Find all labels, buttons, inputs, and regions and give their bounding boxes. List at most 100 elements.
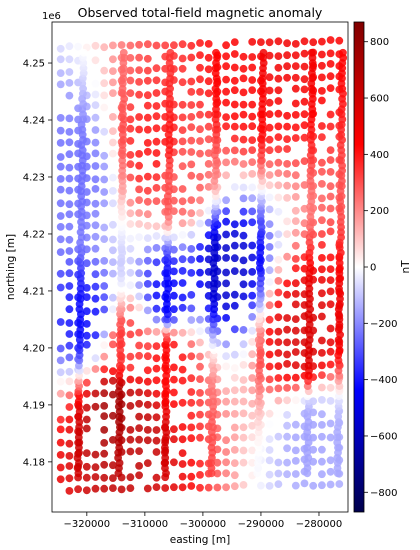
survey-point <box>291 264 300 273</box>
survey-point <box>222 387 231 395</box>
survey-point <box>230 50 239 58</box>
survey-point <box>65 247 74 255</box>
survey-point <box>248 76 257 84</box>
survey-point <box>91 101 100 109</box>
survey-point <box>283 411 291 419</box>
survey-point <box>109 258 117 266</box>
survey-point <box>100 103 109 112</box>
y-tick-label: 4.21 <box>23 286 45 297</box>
survey-point <box>291 279 300 288</box>
survey-point <box>170 458 178 467</box>
survey-point <box>265 315 274 324</box>
survey-point <box>170 425 178 434</box>
survey-point <box>56 55 65 64</box>
survey-point <box>178 100 187 109</box>
survey-point <box>56 175 65 183</box>
survey-point <box>65 415 74 424</box>
survey-point <box>100 365 109 374</box>
survey-point <box>222 254 231 262</box>
survey-point <box>65 269 74 278</box>
survey-point <box>300 219 309 228</box>
survey-point <box>143 125 152 134</box>
survey-point <box>265 38 274 47</box>
survey-point <box>326 419 335 428</box>
survey-point <box>283 384 291 392</box>
survey-point <box>326 253 335 262</box>
survey-point <box>265 160 274 169</box>
survey-point <box>230 157 239 166</box>
survey-point <box>82 307 91 316</box>
survey-point <box>291 84 300 93</box>
survey-point <box>178 162 187 171</box>
survey-point <box>248 122 257 131</box>
survey-point <box>100 341 109 350</box>
survey-point <box>230 410 239 418</box>
survey-point <box>283 135 291 144</box>
survey-point <box>170 279 178 288</box>
survey-point <box>274 158 283 167</box>
survey-point <box>265 266 274 275</box>
survey-point <box>212 48 220 57</box>
survey-point <box>318 432 326 441</box>
survey-point <box>259 48 268 57</box>
survey-point <box>187 374 196 383</box>
survey-point <box>109 149 117 158</box>
survey-point <box>82 449 91 457</box>
survey-point <box>222 279 231 288</box>
survey-point <box>248 446 257 455</box>
survey-point <box>230 183 239 191</box>
survey-point <box>65 305 74 314</box>
survey-point <box>248 112 257 121</box>
survey-point <box>326 373 335 381</box>
survey-point <box>239 64 248 73</box>
survey-point <box>326 204 335 213</box>
survey-point <box>65 127 74 136</box>
survey-point <box>213 458 222 467</box>
survey-point <box>143 315 152 324</box>
survey-point <box>326 360 335 369</box>
survey-point <box>91 354 100 363</box>
survey-point <box>65 235 74 244</box>
survey-point <box>109 78 117 87</box>
survey-point <box>222 98 231 107</box>
survey-point <box>56 425 65 434</box>
survey-point <box>265 73 274 82</box>
survey-point <box>178 113 187 122</box>
survey-point <box>82 331 91 340</box>
survey-point <box>230 364 239 372</box>
survey-point <box>326 182 335 191</box>
survey-point <box>196 219 204 228</box>
survey-point <box>222 184 231 193</box>
survey-point <box>91 138 100 147</box>
survey-point <box>187 77 196 86</box>
survey-point <box>283 314 291 322</box>
survey-point <box>222 158 231 167</box>
survey-point <box>91 149 100 158</box>
survey-point <box>213 483 222 492</box>
survey-point <box>187 269 196 277</box>
survey-point <box>100 389 109 398</box>
survey-point <box>318 265 326 274</box>
survey-point <box>126 137 135 145</box>
survey-point <box>56 415 65 424</box>
survey-point <box>187 291 196 299</box>
survey-point <box>196 183 204 192</box>
survey-point <box>291 159 300 168</box>
survey-point <box>187 148 196 156</box>
survey-point <box>196 327 204 336</box>
survey-point <box>126 303 135 312</box>
survey-point <box>318 133 326 142</box>
survey-point <box>222 52 231 61</box>
survey-point <box>126 375 135 384</box>
survey-point <box>126 484 135 492</box>
survey-point <box>187 113 196 121</box>
survey-point <box>65 377 74 386</box>
survey-point <box>126 89 135 97</box>
survey-point <box>196 137 204 145</box>
survey-point <box>265 135 274 144</box>
survey-point <box>196 255 204 263</box>
survey-point <box>135 257 144 266</box>
survey-point <box>222 352 231 360</box>
survey-point <box>82 320 91 328</box>
survey-point <box>152 364 161 373</box>
